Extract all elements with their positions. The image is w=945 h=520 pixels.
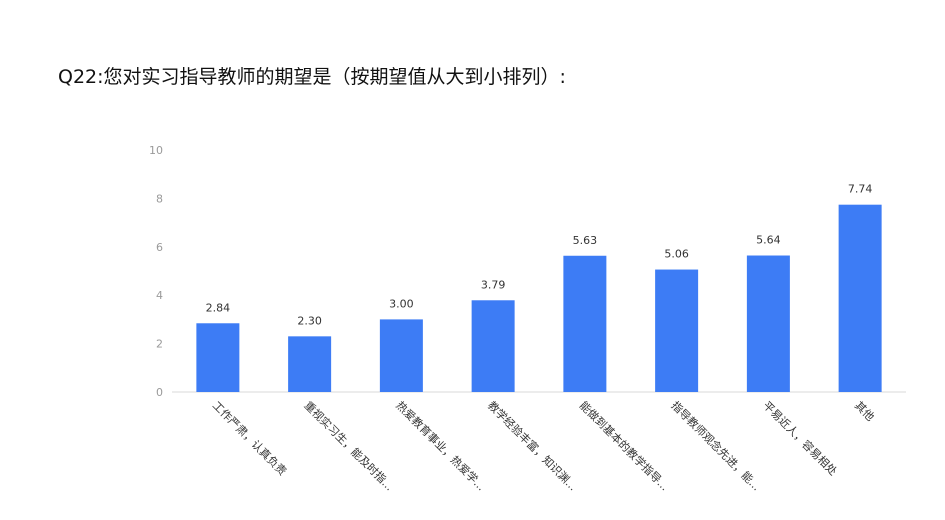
bar	[655, 269, 699, 392]
bar	[746, 255, 790, 392]
y-tick-label: 0	[156, 386, 163, 399]
y-tick-label: 2	[156, 338, 163, 351]
category-label: 平易近人，容易相处	[760, 398, 840, 478]
chart-title: Q22:您对实习指导教师的期望是（按期望值从大到小排列）:	[58, 66, 566, 88]
value-label: 2.84	[206, 301, 231, 314]
value-label: 3.79	[481, 278, 506, 291]
category-label: 热爱教育事业，热爱学...	[393, 398, 488, 493]
bar	[838, 204, 882, 392]
bar	[288, 336, 332, 392]
value-label: 5.63	[573, 234, 598, 247]
category-label: 重视实习生，能及时指...	[302, 398, 397, 493]
value-label: 5.64	[756, 234, 781, 247]
category-label: 教学经验丰富，知识渊...	[485, 398, 580, 493]
value-label: 2.30	[297, 314, 322, 327]
category-label: 其他	[852, 399, 877, 424]
value-label: 5.06	[664, 248, 689, 261]
y-tick-label: 6	[156, 241, 163, 254]
bar	[471, 300, 515, 392]
bar	[563, 255, 607, 392]
value-label: 7.74	[848, 183, 873, 196]
y-tick-label: 10	[149, 144, 163, 157]
bar	[196, 323, 240, 392]
category-label: 能做到基本的教学指导...	[577, 398, 672, 493]
y-tick-label: 8	[156, 192, 163, 205]
value-label: 3.00	[389, 297, 414, 310]
y-tick-label: 4	[156, 289, 163, 302]
bar	[379, 319, 423, 392]
category-label: 工作严肃，认真负责	[210, 398, 290, 478]
category-label: 指导教师观念先进，能...	[669, 398, 764, 493]
